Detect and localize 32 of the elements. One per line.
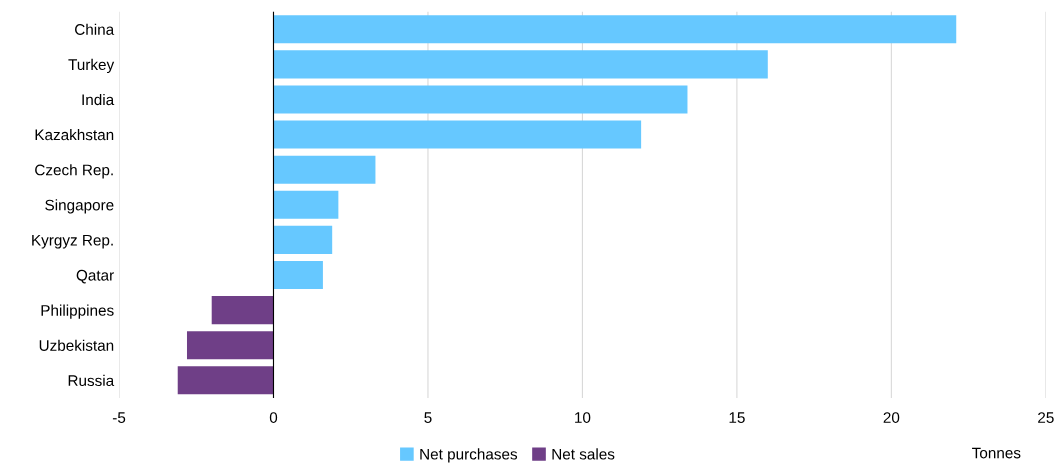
x-tick-label: 25	[1038, 412, 1054, 423]
y-tick-label: Kazakhstan	[35, 129, 114, 141]
y-tick-label: Kyrgyz Rep.	[32, 234, 113, 249]
y-tick-label: Russia	[68, 374, 115, 387]
legend-label: Net sales	[552, 448, 615, 460]
bar	[186, 331, 274, 360]
legend-label: Net purchases	[420, 448, 518, 463]
bar	[273, 190, 339, 219]
bar	[211, 296, 274, 325]
y-tick-label: Qatar	[76, 269, 114, 284]
x-axis-title: Tonnes	[972, 447, 1021, 459]
bar	[273, 50, 768, 79]
x-tick-label: 10	[575, 412, 591, 423]
y-tick-label: Philippines	[41, 304, 114, 319]
y-tick-label: Singapore	[45, 199, 114, 214]
bar	[273, 120, 642, 149]
x-tick-label: -5	[112, 412, 126, 423]
y-tick-label: Uzbekistan	[39, 339, 114, 351]
x-tick-label: 15	[729, 412, 745, 423]
y-tick-label: China	[75, 23, 115, 35]
y-tick-label: Turkey	[68, 58, 115, 74]
bar	[273, 155, 376, 184]
y-tick-label: Czech Rep.	[35, 164, 113, 179]
bar	[273, 85, 688, 114]
y-tick-label: India	[82, 93, 115, 106]
x-tick-label: 5	[424, 412, 432, 423]
bar	[273, 225, 333, 254]
x-tick-label: 20	[883, 412, 900, 423]
x-tick-label: 0	[269, 412, 278, 423]
bar	[273, 15, 957, 44]
bar	[177, 366, 274, 395]
bar	[273, 260, 323, 290]
